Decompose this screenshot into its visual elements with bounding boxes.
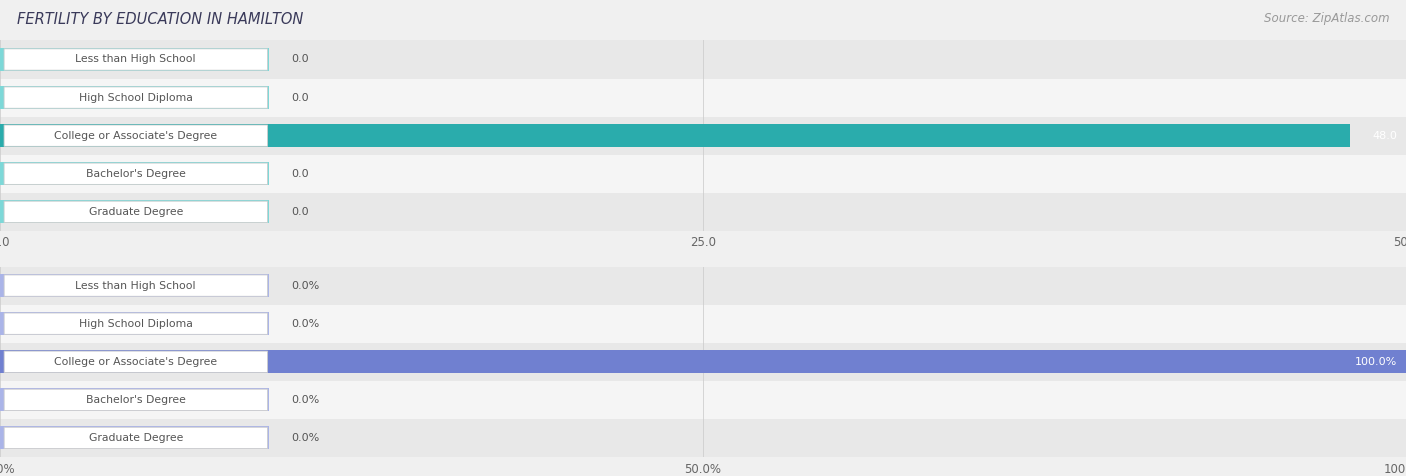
FancyBboxPatch shape <box>4 351 267 372</box>
Bar <box>0 350 1406 373</box>
Bar <box>0 312 269 335</box>
Text: 0.0%: 0.0% <box>291 433 319 443</box>
Bar <box>0 419 1406 457</box>
Bar <box>0 117 1406 155</box>
Bar <box>0 426 269 449</box>
Text: Graduate Degree: Graduate Degree <box>89 207 183 217</box>
Bar <box>0 155 1406 193</box>
Text: Bachelor's Degree: Bachelor's Degree <box>86 169 186 179</box>
Text: High School Diploma: High School Diploma <box>79 318 193 329</box>
Text: 0.0: 0.0 <box>291 207 309 217</box>
FancyBboxPatch shape <box>4 163 267 184</box>
Bar <box>0 388 269 411</box>
Bar <box>0 162 269 185</box>
Text: Source: ZipAtlas.com: Source: ZipAtlas.com <box>1264 12 1389 25</box>
FancyBboxPatch shape <box>4 49 267 70</box>
Bar <box>0 267 1406 305</box>
Text: College or Associate's Degree: College or Associate's Degree <box>55 357 218 367</box>
FancyBboxPatch shape <box>4 427 267 448</box>
Bar <box>0 343 1406 381</box>
FancyBboxPatch shape <box>4 201 267 222</box>
Bar <box>0 200 269 223</box>
Text: 0.0: 0.0 <box>291 54 309 65</box>
Text: High School Diploma: High School Diploma <box>79 92 193 103</box>
Bar <box>0 86 269 109</box>
FancyBboxPatch shape <box>4 87 267 108</box>
Text: 0.0%: 0.0% <box>291 318 319 329</box>
Text: Bachelor's Degree: Bachelor's Degree <box>86 395 186 405</box>
Bar <box>0 40 1406 79</box>
Text: Less than High School: Less than High School <box>76 280 195 291</box>
Bar <box>0 381 1406 419</box>
Bar <box>0 274 269 297</box>
Text: 0.0%: 0.0% <box>291 395 319 405</box>
Text: 100.0%: 100.0% <box>1355 357 1398 367</box>
Bar <box>0 305 1406 343</box>
FancyBboxPatch shape <box>4 389 267 410</box>
FancyBboxPatch shape <box>4 313 267 334</box>
Text: 0.0: 0.0 <box>291 169 309 179</box>
Bar <box>0 124 1350 147</box>
Text: 48.0: 48.0 <box>1372 130 1398 141</box>
Text: Graduate Degree: Graduate Degree <box>89 433 183 443</box>
Text: 0.0%: 0.0% <box>291 280 319 291</box>
Text: College or Associate's Degree: College or Associate's Degree <box>55 130 218 141</box>
Text: Less than High School: Less than High School <box>76 54 195 65</box>
FancyBboxPatch shape <box>4 125 267 146</box>
Bar <box>0 48 269 71</box>
Bar <box>0 193 1406 231</box>
Text: 0.0: 0.0 <box>291 92 309 103</box>
Text: FERTILITY BY EDUCATION IN HAMILTON: FERTILITY BY EDUCATION IN HAMILTON <box>17 12 304 27</box>
Bar <box>0 79 1406 117</box>
FancyBboxPatch shape <box>4 275 267 296</box>
